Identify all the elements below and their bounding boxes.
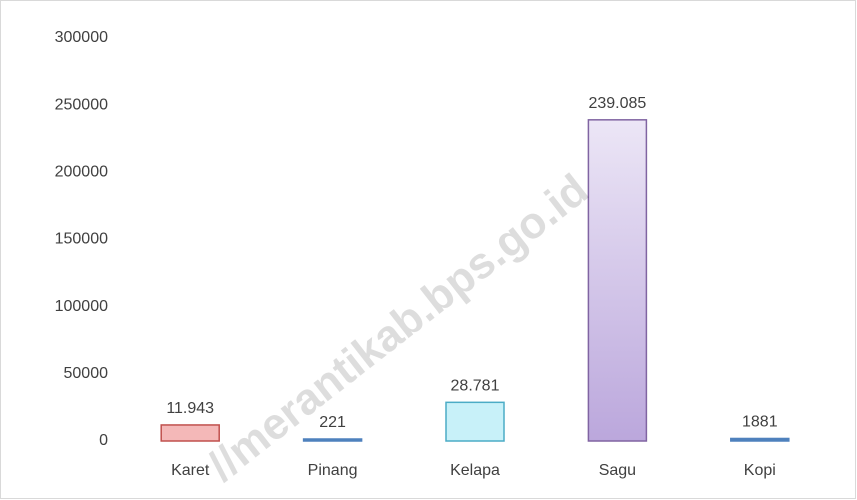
y-tick-label: 0 — [99, 432, 108, 449]
data-label: 1881 — [742, 414, 778, 431]
data-label: 11.943 — [166, 400, 214, 417]
y-tick-label: 200000 — [55, 164, 108, 181]
bar — [730, 437, 790, 442]
bar — [445, 401, 505, 442]
y-tick-label: 150000 — [55, 231, 108, 248]
x-tick-label: Karet — [171, 462, 210, 479]
data-label: 28.781 — [451, 378, 500, 395]
x-tick-label: Sagu — [599, 462, 636, 479]
y-tick-label: 100000 — [55, 298, 108, 315]
data-label: 221 — [319, 414, 346, 431]
bar — [160, 424, 220, 442]
y-tick-label: 300000 — [55, 29, 108, 46]
x-tick-label: Pinang — [308, 462, 358, 479]
data-label: 239.085 — [588, 95, 646, 112]
x-tick-label: Kopi — [744, 462, 776, 479]
y-tick-label: 250000 — [55, 96, 108, 113]
y-tick-label: 50000 — [64, 365, 109, 382]
x-tick-label: Kelapa — [450, 462, 500, 479]
bar — [587, 119, 648, 442]
bar — [302, 438, 363, 442]
